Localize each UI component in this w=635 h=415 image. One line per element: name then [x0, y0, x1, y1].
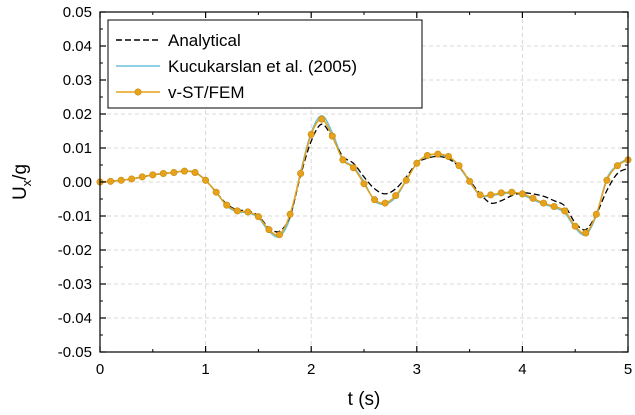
data-point — [403, 177, 409, 183]
data-point — [445, 153, 451, 159]
data-point — [614, 162, 620, 168]
y-tick-label: -0.04 — [58, 310, 92, 327]
data-point — [297, 170, 303, 176]
data-point — [319, 116, 325, 122]
legend: Analytical Kucukarslan et al. (2005) v-ST/… — [108, 20, 422, 108]
data-point — [466, 178, 472, 184]
y-tick-label: 0.05 — [63, 4, 92, 21]
data-point — [456, 162, 462, 168]
data-point — [392, 192, 398, 198]
x-tick-label: 2 — [307, 361, 315, 378]
data-point — [234, 208, 240, 214]
data-point — [139, 174, 145, 180]
y-tick-label: 0.02 — [63, 106, 92, 123]
x-tick-label: 1 — [201, 361, 209, 378]
data-point — [593, 211, 599, 217]
y-tick-label: 0.00 — [63, 174, 92, 191]
data-point — [519, 191, 525, 197]
x-axis-title: t (s) — [348, 389, 381, 410]
data-point — [361, 181, 367, 187]
data-point — [540, 200, 546, 206]
data-point — [118, 177, 124, 183]
data-point — [107, 178, 113, 184]
data-point — [202, 177, 208, 183]
data-point — [150, 172, 156, 178]
data-point — [382, 200, 388, 206]
y-axis-title-main: U — [10, 186, 31, 200]
x-tick-label: 3 — [413, 361, 421, 378]
y-tick-label: 0.04 — [63, 38, 92, 55]
data-point — [371, 196, 377, 202]
data-point — [266, 226, 272, 232]
y-tick-label: 0.03 — [63, 72, 92, 89]
data-point — [530, 195, 536, 201]
data-point — [224, 202, 230, 208]
data-point — [255, 213, 261, 219]
data-point — [171, 169, 177, 175]
data-point — [435, 151, 441, 157]
y-tick-label: -0.01 — [58, 208, 92, 225]
data-point — [583, 230, 589, 236]
data-point — [245, 209, 251, 215]
data-point — [181, 168, 187, 174]
legend-marker — [135, 89, 141, 95]
data-point — [128, 176, 134, 182]
data-point — [561, 208, 567, 214]
legend-label-analytical: Analytical — [168, 31, 241, 50]
data-point — [192, 169, 198, 175]
y-tick-label: -0.03 — [58, 276, 92, 293]
x-tick-label: 4 — [518, 361, 526, 378]
data-point — [276, 232, 282, 238]
data-point — [477, 192, 483, 198]
data-point — [329, 133, 335, 139]
data-point — [213, 189, 219, 195]
y-axis-title-tail: /g — [10, 164, 31, 180]
legend-label-kucukarslan-et-al-2005: Kucukarslan et al. (2005) — [168, 57, 357, 76]
data-point — [340, 157, 346, 163]
x-tick-label: 0 — [96, 361, 104, 378]
y-tick-label: -0.02 — [58, 242, 92, 259]
data-point — [350, 165, 356, 171]
data-point — [160, 170, 166, 176]
legend-label-v-st-fem: v-ST/FEM — [168, 83, 245, 102]
data-point — [414, 160, 420, 166]
data-point — [551, 203, 557, 209]
x-tick-label: 5 — [624, 361, 632, 378]
data-point — [498, 190, 504, 196]
data-point — [287, 211, 293, 217]
data-point — [604, 177, 610, 183]
data-point — [424, 152, 430, 158]
data-point — [488, 192, 494, 198]
data-point — [572, 223, 578, 229]
y-tick-label: 0.01 — [63, 140, 92, 157]
y-tick-label: -0.05 — [58, 344, 92, 361]
data-point — [308, 131, 314, 137]
data-point — [509, 189, 515, 195]
